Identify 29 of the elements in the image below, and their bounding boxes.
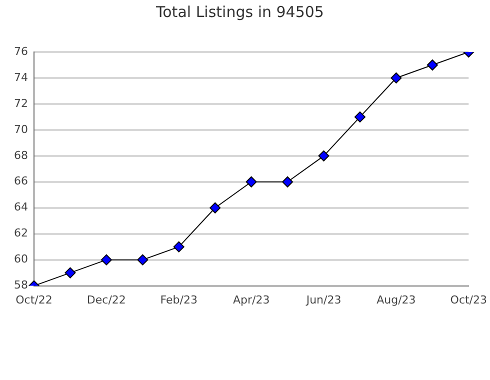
point — [210, 202, 221, 214]
x-tick-label: Jun/23 — [305, 293, 342, 306]
point — [64, 267, 76, 278]
x-tick-label: Oct/23 — [450, 293, 488, 306]
y-tick-label: 58 — [14, 278, 28, 292]
point — [282, 176, 294, 188]
y-tick-label: 70 — [14, 122, 28, 136]
chart-title: Total Listings in 94505 — [155, 2, 324, 21]
x-tick-label: Feb/23 — [160, 293, 198, 306]
y-tick-label: 74 — [14, 70, 28, 84]
x-tick-label: Oct/22 — [16, 293, 52, 306]
point — [137, 254, 148, 266]
point — [318, 150, 330, 162]
y-tick-label: 60 — [14, 252, 28, 266]
point — [354, 111, 366, 122]
x-tick-label: Dec/22 — [86, 293, 126, 306]
y-tick-label: 64 — [14, 200, 28, 214]
point — [100, 254, 112, 266]
y-tick-label: 68 — [14, 148, 28, 162]
point — [390, 72, 402, 84]
y-tick-label: 62 — [14, 226, 28, 240]
point — [246, 176, 257, 188]
point — [426, 59, 438, 70]
x-tick-label: Apr/23 — [232, 293, 270, 306]
x-tick-label: Aug/23 — [376, 293, 416, 306]
y-tick-label: 66 — [14, 174, 28, 188]
y-tick-label: 72 — [14, 96, 28, 110]
point — [173, 241, 184, 252]
y-tick-label: 76 — [14, 44, 28, 58]
